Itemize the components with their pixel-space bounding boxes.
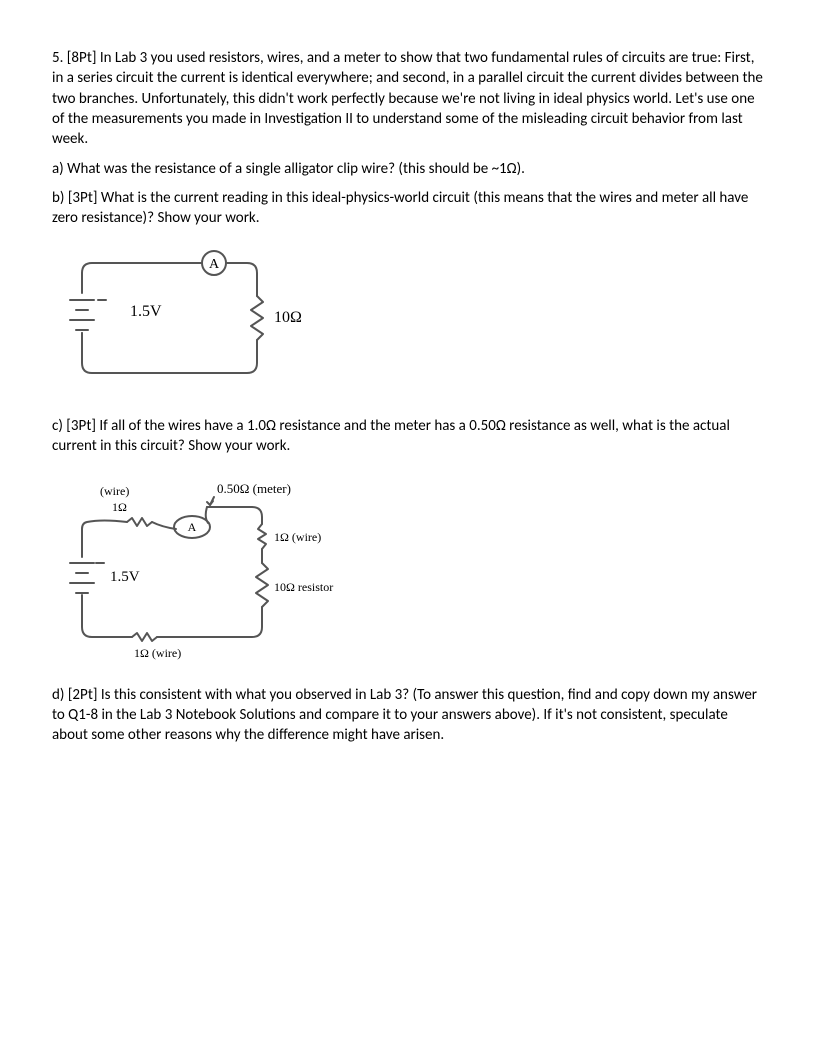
- wire-bottom-label: 1Ω (wire): [134, 646, 181, 660]
- resistor-label-c: 10Ω resistor: [274, 580, 333, 594]
- q5-intro: 5. [8Pt] In Lab 3 you used resistors, wi…: [52, 48, 764, 149]
- q5-a: a) What was the resistance of a single a…: [52, 159, 764, 179]
- figure-b: A 1.5V 10Ω: [52, 238, 764, 398]
- ammeter-label: A: [209, 257, 220, 272]
- q5-b: b) [3Pt] What is the current reading in …: [52, 188, 764, 229]
- wire-right-label: 1Ω (wire): [274, 530, 321, 544]
- voltage-label-c: 1.5V: [110, 569, 140, 585]
- wire-tl-r-label: 1Ω: [112, 500, 127, 514]
- ammeter-label-c: A: [188, 520, 197, 534]
- wire-tl-label: (wire): [100, 484, 129, 498]
- circuit-b-group: [70, 251, 263, 373]
- circuit-c-group: [70, 497, 268, 641]
- q5-c: c) [3Pt] If all of the wires have a 1.0Ω…: [52, 416, 764, 457]
- voltage-label-b: 1.5V: [130, 303, 162, 320]
- meter-r-label: 0.50Ω (meter): [217, 481, 291, 496]
- figure-c: A 0.50Ω (meter) (wire) 1Ω 1.5V 1Ω (wire)…: [52, 467, 764, 667]
- circuit-b-svg: A 1.5V 10Ω: [52, 238, 312, 398]
- circuit-c-svg: A 0.50Ω (meter) (wire) 1Ω 1.5V 1Ω (wire)…: [52, 467, 352, 667]
- page: 5. [8Pt] In Lab 3 you used resistors, wi…: [0, 0, 816, 801]
- resistor-label-b: 10Ω: [274, 309, 302, 326]
- q5-d: d) [2Pt] Is this consistent with what yo…: [52, 685, 764, 746]
